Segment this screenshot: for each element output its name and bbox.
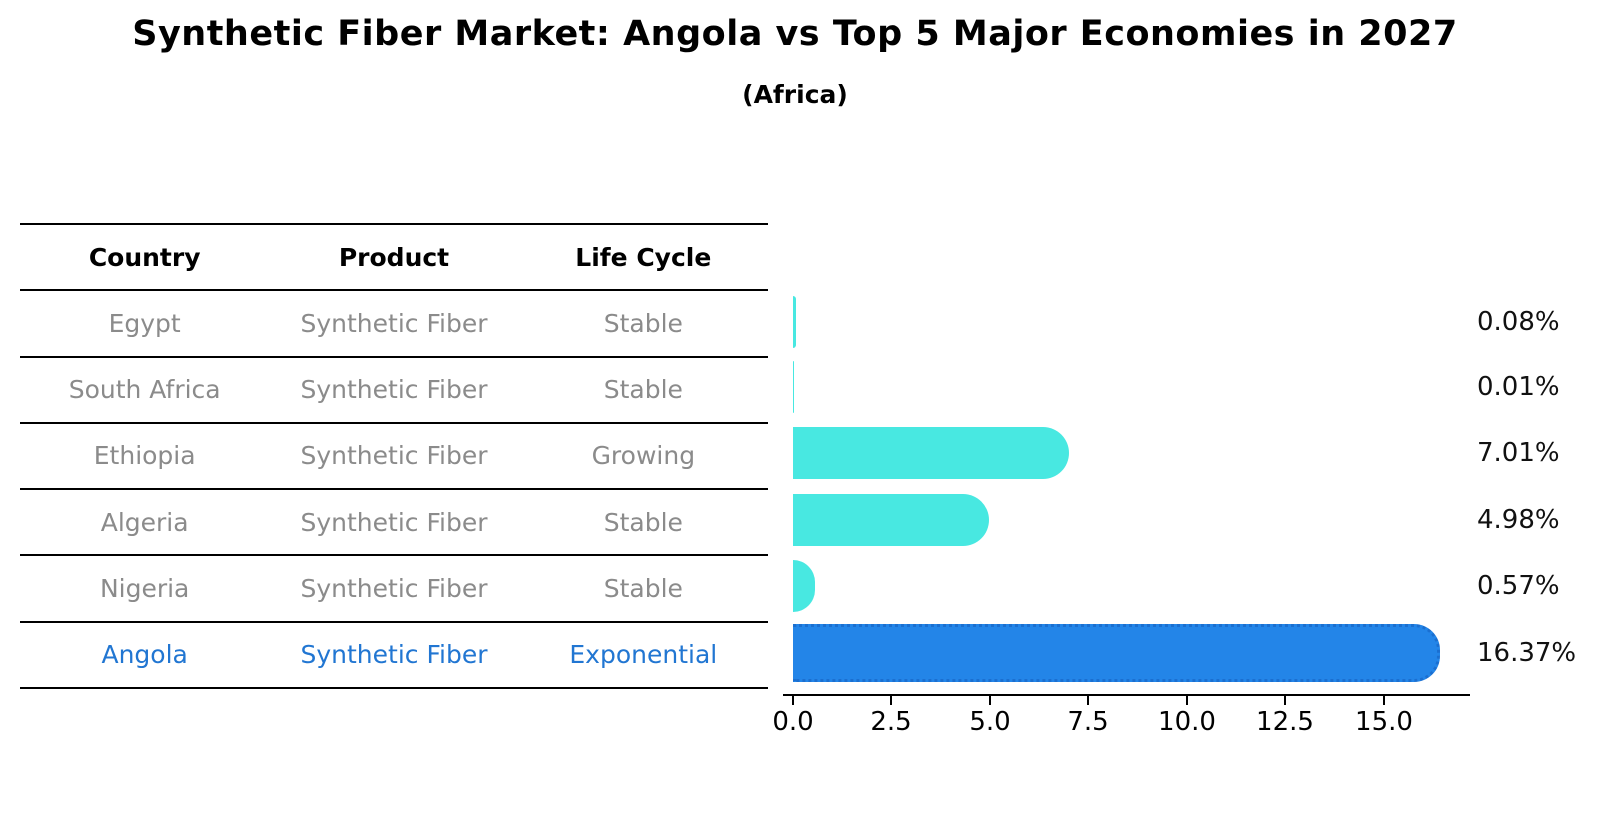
cell-life-cycle: Exponential (569, 640, 718, 670)
cell-life-cycle: Stable (603, 507, 683, 537)
cell-life-cycle: Stable (603, 573, 683, 603)
x-tick-label: 15.0 (1355, 707, 1413, 737)
cell-product: Synthetic Fiber (300, 640, 488, 670)
table-row-nigeria: Nigeria Synthetic Fiber Stable (20, 554, 768, 620)
chart-subtitle: (Africa) (742, 80, 848, 109)
cell-country: South Africa (68, 375, 221, 405)
bar-nigeria (793, 560, 816, 612)
cell-life-cycle: Growing (591, 441, 696, 471)
x-tick-mark (792, 696, 794, 705)
value-label-algeria: 4.98% (1477, 505, 1560, 535)
table-row-south-africa: South Africa Synthetic Fiber Stable (20, 355, 768, 422)
column-header-country: Country (88, 242, 201, 272)
bar-algeria (793, 494, 989, 546)
column-header-product: Product (338, 242, 450, 272)
x-tick-mark (890, 696, 892, 705)
country-table: Country Product Life Cycle Egypt Synthet… (20, 223, 768, 689)
cell-product: Synthetic Fiber (300, 573, 488, 603)
cell-product: Synthetic Fiber (300, 375, 488, 405)
x-axis-line (783, 694, 1470, 696)
x-tick-mark (1383, 696, 1385, 705)
bar-ethiopia (793, 427, 1069, 479)
table-row-egypt: Egypt Synthetic Fiber Stable (20, 289, 768, 355)
value-label-south-africa: 0.01% (1477, 372, 1560, 402)
table-header-row: Country Product Life Cycle (20, 223, 768, 289)
x-tick-label: 2.5 (870, 707, 912, 737)
x-tick-label: 10.0 (1158, 707, 1216, 737)
value-label-egypt: 0.08% (1477, 307, 1560, 337)
cell-country: Egypt (108, 308, 181, 338)
value-label-nigeria: 0.57% (1477, 571, 1560, 601)
cell-life-cycle: Stable (603, 375, 683, 405)
cell-country: Algeria (100, 507, 189, 537)
value-label-ethiopia: 7.01% (1477, 438, 1560, 468)
cell-product: Synthetic Fiber (300, 441, 488, 471)
x-tick-label: 12.5 (1256, 707, 1314, 737)
x-tick-mark (1284, 696, 1286, 705)
bar-south-africa (793, 361, 794, 413)
cell-product: Synthetic Fiber (300, 308, 488, 338)
x-tick-mark (989, 696, 991, 705)
cell-life-cycle: Stable (603, 308, 683, 338)
column-header-life-cycle: Life Cycle (575, 242, 712, 272)
bar-egypt (793, 296, 797, 348)
value-label-angola: 16.37% (1477, 638, 1577, 668)
chart-title: Synthetic Fiber Market: Angola vs Top 5 … (132, 14, 1458, 54)
cell-country: Nigeria (99, 573, 190, 603)
x-tick-label: 0.0 (772, 707, 814, 737)
cell-country: Angola (101, 640, 188, 670)
table-row-ethiopia: Ethiopia Synthetic Fiber Growing (20, 421, 768, 488)
cell-product: Synthetic Fiber (300, 507, 488, 537)
table-row-algeria: Algeria Synthetic Fiber Stable (20, 488, 768, 554)
cell-country: Ethiopia (93, 441, 196, 471)
x-tick-mark (1186, 696, 1188, 705)
table-row-angola: Angola Synthetic Fiber Exponential (20, 620, 768, 687)
bar-angola (793, 624, 1440, 682)
x-tick-label: 7.5 (1067, 707, 1109, 737)
x-tick-mark (1087, 696, 1089, 705)
x-tick-label: 5.0 (969, 707, 1011, 737)
